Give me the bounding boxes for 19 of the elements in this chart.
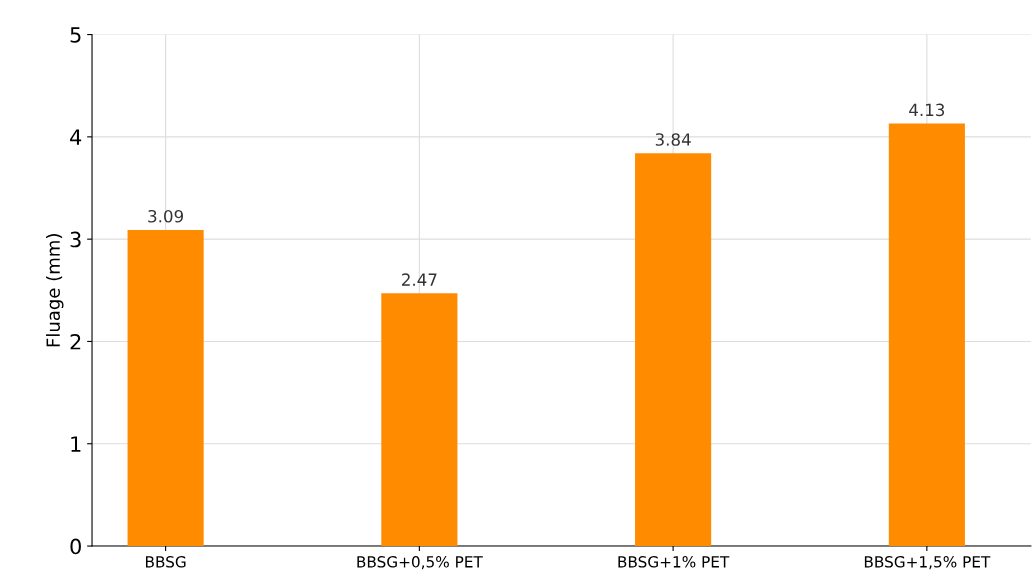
- x-tick-label: BBSG+1,5% PET: [864, 556, 991, 570]
- data-label: 2.47: [402, 273, 437, 286]
- data-label: 3.84: [655, 133, 691, 146]
- y-tick-label: 3: [70, 231, 81, 248]
- bar: [127, 229, 204, 547]
- y-tick-label: 1: [71, 436, 81, 452]
- y-tick-label: 0: [70, 538, 81, 555]
- y-tick-label: 4: [70, 129, 82, 145]
- y-tick-label: 5: [70, 27, 81, 43]
- y-tick-label: 2: [70, 333, 81, 350]
- bar: [381, 293, 458, 547]
- bar: [888, 123, 965, 547]
- x-tick-label: BBSG+1% PET: [618, 556, 730, 568]
- bar: [635, 153, 712, 547]
- data-label: 3.09: [148, 209, 183, 223]
- y-axis-title: Fluage (mm): [46, 234, 64, 347]
- x-tick-label: BBSG: [146, 556, 186, 568]
- x-tick-label: BBSG+0,5% PET: [357, 556, 483, 570]
- data-label: 4.13: [909, 103, 945, 117]
